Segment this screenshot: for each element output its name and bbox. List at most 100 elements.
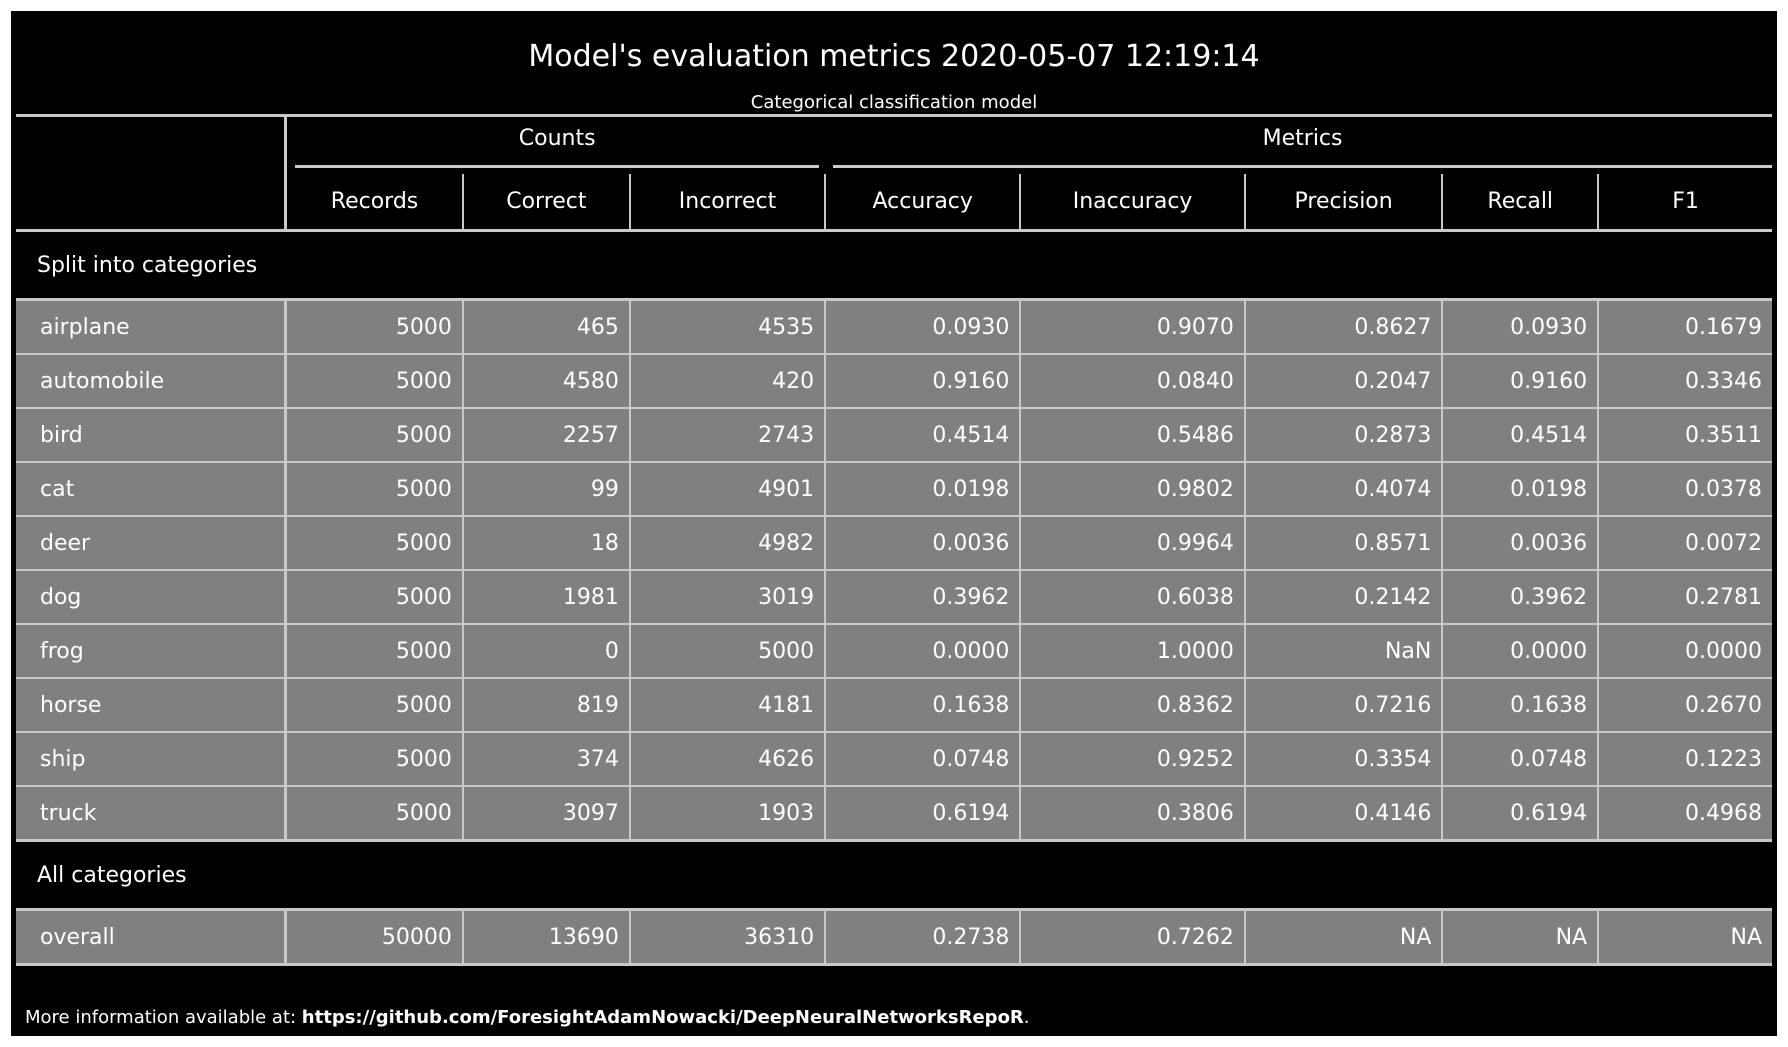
table-cell: 0.0198	[824, 462, 1021, 517]
repository-link[interactable]: https://github.com/ForesightAdamNowacki/…	[301, 1007, 1024, 1028]
table-cell: 0.0000	[824, 624, 1021, 679]
table-row: overall 50000 13690 36310 0.2738 0.7262 NA NA NA	[16, 909, 1772, 966]
footer-note: More information available at: https://g…	[25, 1007, 1030, 1028]
table-cell: 0.0000	[1441, 624, 1599, 679]
table-row: automobile 5000 4580 420 0.9160 0.0840 0.2047 0…	[16, 354, 1772, 409]
table-cell: 0.2047	[1243, 354, 1443, 409]
table-cell: 0.5486	[1019, 408, 1245, 463]
table-cell: 4901	[628, 462, 826, 517]
table-cell: 0.2738	[824, 909, 1021, 966]
row-label: horse	[16, 678, 286, 733]
report-panel: Model's evaluation metrics 2020-05-07 12…	[11, 11, 1777, 1036]
table-cell: 0.0000	[1597, 624, 1772, 679]
column-group-counts: Counts	[284, 114, 826, 174]
row-label: airplane	[16, 299, 286, 355]
table-cell: 0.4514	[1441, 408, 1599, 463]
section-header-row: Split into categories	[16, 230, 1772, 301]
table-cell: 0.0840	[1019, 354, 1245, 409]
footer-prefix: More information available at:	[25, 1007, 302, 1028]
table-cell: 18	[461, 516, 630, 571]
report-subtitle: Categorical classification model	[750, 92, 1038, 113]
column-header-precision[interactable]: Precision	[1243, 174, 1443, 232]
table-cell: 0.2873	[1243, 408, 1443, 463]
table-cell: 0.2142	[1243, 570, 1443, 625]
table-row: cat 5000 99 4901 0.0198 0.9802 0.4074 0.0198 0.0…	[16, 462, 1772, 517]
table-cell: 99	[461, 462, 630, 517]
table-cell: 0.7216	[1243, 678, 1443, 733]
table-cell: 2257	[461, 408, 630, 463]
table-row: truck 5000 3097 1903 0.6194 0.3806 0.4146 0.619…	[16, 786, 1772, 842]
table-cell: NA	[1441, 909, 1599, 966]
table-body: Split into categories airplane 5000 465 4535…	[16, 230, 1772, 966]
column-group-counts-label: Counts	[295, 124, 820, 168]
table-cell: 0.1638	[1441, 678, 1599, 733]
table-row: bird 5000 2257 2743 0.4514 0.5486 0.2873 0.4514…	[16, 408, 1772, 463]
table-cell: 4626	[628, 732, 826, 787]
table-cell: 3019	[628, 570, 826, 625]
table-row: airplane 5000 465 4535 0.0930 0.9070 0.8627 0.0…	[16, 299, 1772, 355]
table-cell: 4535	[628, 299, 826, 355]
table-cell: 0.9252	[1019, 732, 1245, 787]
row-label: dog	[16, 570, 286, 625]
table-cell: NA	[1243, 909, 1443, 966]
table-cell: 50000	[284, 909, 463, 966]
table-cell: 0.9964	[1019, 516, 1245, 571]
column-header-incorrect[interactable]: Incorrect	[628, 174, 826, 232]
column-header-correct[interactable]: Correct	[461, 174, 630, 232]
column-header-records[interactable]: Records	[284, 174, 463, 232]
section-label: All categories	[16, 840, 1772, 911]
column-header-row: Records Correct Incorrect Accuracy Inacc…	[16, 174, 1772, 232]
table-cell: 0.8627	[1243, 299, 1443, 355]
column-header-recall[interactable]: Recall	[1441, 174, 1599, 232]
table-cell: 5000	[284, 408, 463, 463]
table-cell: 1.0000	[1019, 624, 1245, 679]
table-cell: 0.1638	[824, 678, 1021, 733]
row-label: ship	[16, 732, 286, 787]
table-cell: 5000	[284, 678, 463, 733]
table-cell: 819	[461, 678, 630, 733]
column-group-row: Counts Metrics	[16, 114, 1772, 232]
table-cell: 0.8362	[1019, 678, 1245, 733]
table-cell: 4181	[628, 678, 826, 733]
table-cell: 0.4074	[1243, 462, 1443, 517]
table-row: deer 5000 18 4982 0.0036 0.9964 0.8571 0.0036 0.…	[16, 516, 1772, 571]
column-header-accuracy[interactable]: Accuracy	[824, 174, 1021, 232]
table-cell: 1903	[628, 786, 826, 842]
table-cell: NA	[1597, 909, 1772, 966]
table-cell: 0.2670	[1597, 678, 1772, 733]
table-cell: 2743	[628, 408, 826, 463]
table-cell: 0.4968	[1597, 786, 1772, 842]
column-header-f1[interactable]: F1	[1597, 174, 1772, 232]
table-cell: 4580	[461, 354, 630, 409]
table-cell: 0.3806	[1019, 786, 1245, 842]
table-cell: 5000	[284, 732, 463, 787]
table-cell: 0.2781	[1597, 570, 1772, 625]
table-cell: 0.4146	[1243, 786, 1443, 842]
table-cell: 5000	[284, 570, 463, 625]
table-cell: 36310	[628, 909, 826, 966]
table-cell: 0.0198	[1441, 462, 1599, 517]
table-cell: 0.9160	[824, 354, 1021, 409]
row-label: overall	[16, 909, 286, 966]
table-cell: 5000	[284, 354, 463, 409]
table-cell: 0.0748	[824, 732, 1021, 787]
table-cell: 0.9802	[1019, 462, 1245, 517]
row-label: automobile	[16, 354, 286, 409]
table-row: frog 5000 0 5000 0.0000 1.0000 NaN 0.0000 0.0000	[16, 624, 1772, 679]
column-group-metrics-label: Metrics	[833, 124, 1772, 168]
table-cell: 0.7262	[1019, 909, 1245, 966]
table-cell: 0.8571	[1243, 516, 1443, 571]
section-label: Split into categories	[16, 230, 1772, 301]
table-cell: 420	[628, 354, 826, 409]
table-cell: 0.9160	[1441, 354, 1599, 409]
table-row: dog 5000 1981 3019 0.3962 0.6038 0.2142 0.3962 0…	[16, 570, 1772, 625]
stub-header	[16, 114, 286, 232]
table-cell: 0.6194	[1441, 786, 1599, 842]
section-header-row: All categories	[16, 840, 1772, 911]
table-cell: 5000	[284, 786, 463, 842]
column-header-inaccuracy[interactable]: Inaccuracy	[1019, 174, 1245, 232]
row-label: truck	[16, 786, 286, 842]
footer-suffix: .	[1023, 1007, 1030, 1028]
table-cell: 0.4514	[824, 408, 1021, 463]
table-row: ship 5000 374 4626 0.0748 0.9252 0.3354 0.0748 0…	[16, 732, 1772, 787]
